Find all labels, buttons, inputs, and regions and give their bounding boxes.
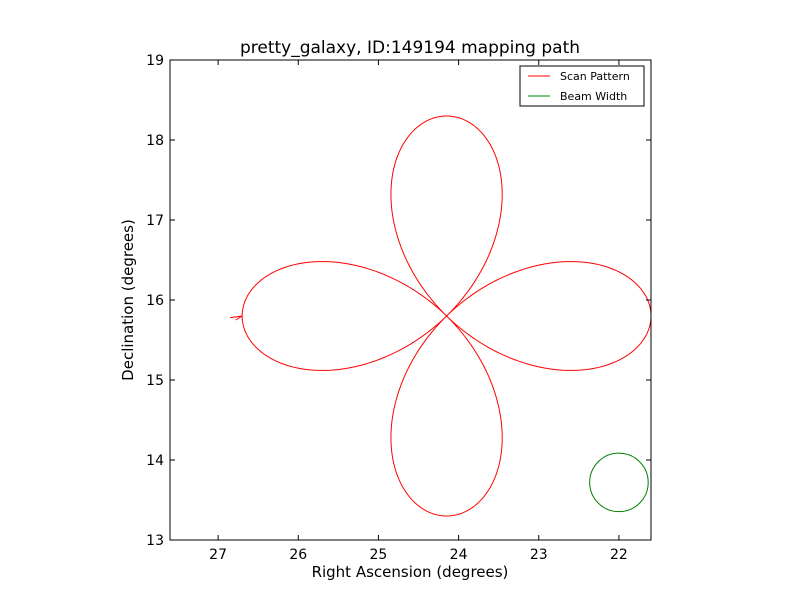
chart-title: pretty_galaxy, ID:149194 mapping path xyxy=(240,38,580,58)
y-tick-label: 18 xyxy=(146,133,164,149)
x-tick-label: 22 xyxy=(610,547,628,563)
x-tick-label: 24 xyxy=(450,547,468,563)
y-tick-label: 16 xyxy=(146,293,164,309)
y-tick-label: 15 xyxy=(146,373,164,389)
x-tick-label: 23 xyxy=(530,547,548,563)
axis-ticks: 27 26 25 24 23 22 13 14 15 16 17 18 19 xyxy=(146,53,651,563)
y-axis-label: Declination (degrees) xyxy=(119,219,137,381)
y-tick-label: 14 xyxy=(146,453,164,469)
legend-label-scan-pattern: Scan Pattern xyxy=(560,70,630,83)
plot-frame xyxy=(169,59,652,541)
legend: Scan Pattern Beam Width xyxy=(519,65,645,107)
plot-area xyxy=(170,60,651,540)
beam-width-circle xyxy=(589,452,649,513)
legend-label-beam-width: Beam Width xyxy=(560,90,627,103)
x-axis-label: Right Ascension (degrees) xyxy=(312,563,509,581)
x-tick-label: 25 xyxy=(370,547,388,563)
x-tick-label: 26 xyxy=(289,547,307,563)
legend-box xyxy=(519,65,645,107)
y-tick-label: 13 xyxy=(146,533,164,549)
x-tick-label: 27 xyxy=(209,547,227,563)
y-tick-label: 17 xyxy=(146,213,164,229)
y-tick-label: 19 xyxy=(146,53,164,69)
